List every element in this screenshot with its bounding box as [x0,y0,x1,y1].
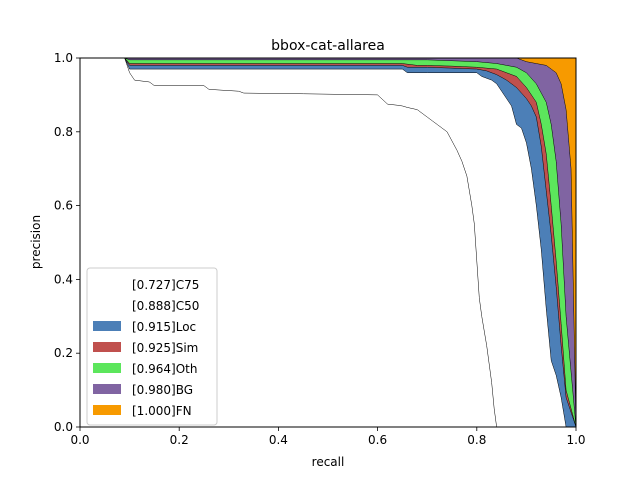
x-tick-label: 0.8 [467,433,486,447]
x-tick-label: 0.4 [269,433,288,447]
y-tick-label: 1.0 [54,51,73,65]
curve-line [80,57,577,428]
legend-swatch [93,279,121,289]
legend-swatch [93,405,121,415]
chart-title: bbox-cat-allarea [271,38,385,54]
x-tick-label: 0.0 [70,433,89,447]
legend-swatch [93,384,121,394]
x-axis: 0.0 0.2 0.4 0.6 0.8 1.0 [70,427,586,447]
curve-line [80,57,576,428]
y-axis-label: precision [29,215,43,269]
legend: [0.727]C75 [0.888]C50 [0.915]Loc [0.925]Sim… [86,267,218,426]
legend-label: [0.925]Sim [132,341,198,355]
legend-label: [0.964]Oth [132,362,197,376]
area-0-925-sim [80,58,576,427]
curve-line [80,57,577,428]
plot-frame [79,57,577,428]
legend-label: [0.980]BG [132,383,193,397]
area-0-888-c50 [80,58,576,427]
y-tick-label: 0.4 [54,272,73,286]
legend-swatch [93,300,121,310]
curve-line [80,57,577,428]
legend-swatch [93,363,121,373]
y-tick-label: 0.6 [54,199,73,213]
y-tick-label: 0.8 [54,125,73,139]
y-tick-label: 0.2 [54,346,73,360]
legend-swatch [93,321,121,331]
curve-line [80,57,576,428]
y-axis: 0.0 0.2 0.4 0.6 0.8 1.0 [54,51,80,434]
legend-label: [1.000]FN [132,404,192,418]
legend-label: [0.727]C75 [132,278,199,292]
legend-label: [0.888]C50 [132,299,199,313]
x-tick-label: 1.0 [566,433,585,447]
y-tick-label: 0.0 [54,420,73,434]
legend-label: [0.915]Loc [132,320,196,334]
legend-swatch [93,342,121,352]
x-tick-label: 0.6 [368,433,387,447]
x-tick-label: 0.2 [170,433,189,447]
x-axis-label: recall [312,455,345,469]
